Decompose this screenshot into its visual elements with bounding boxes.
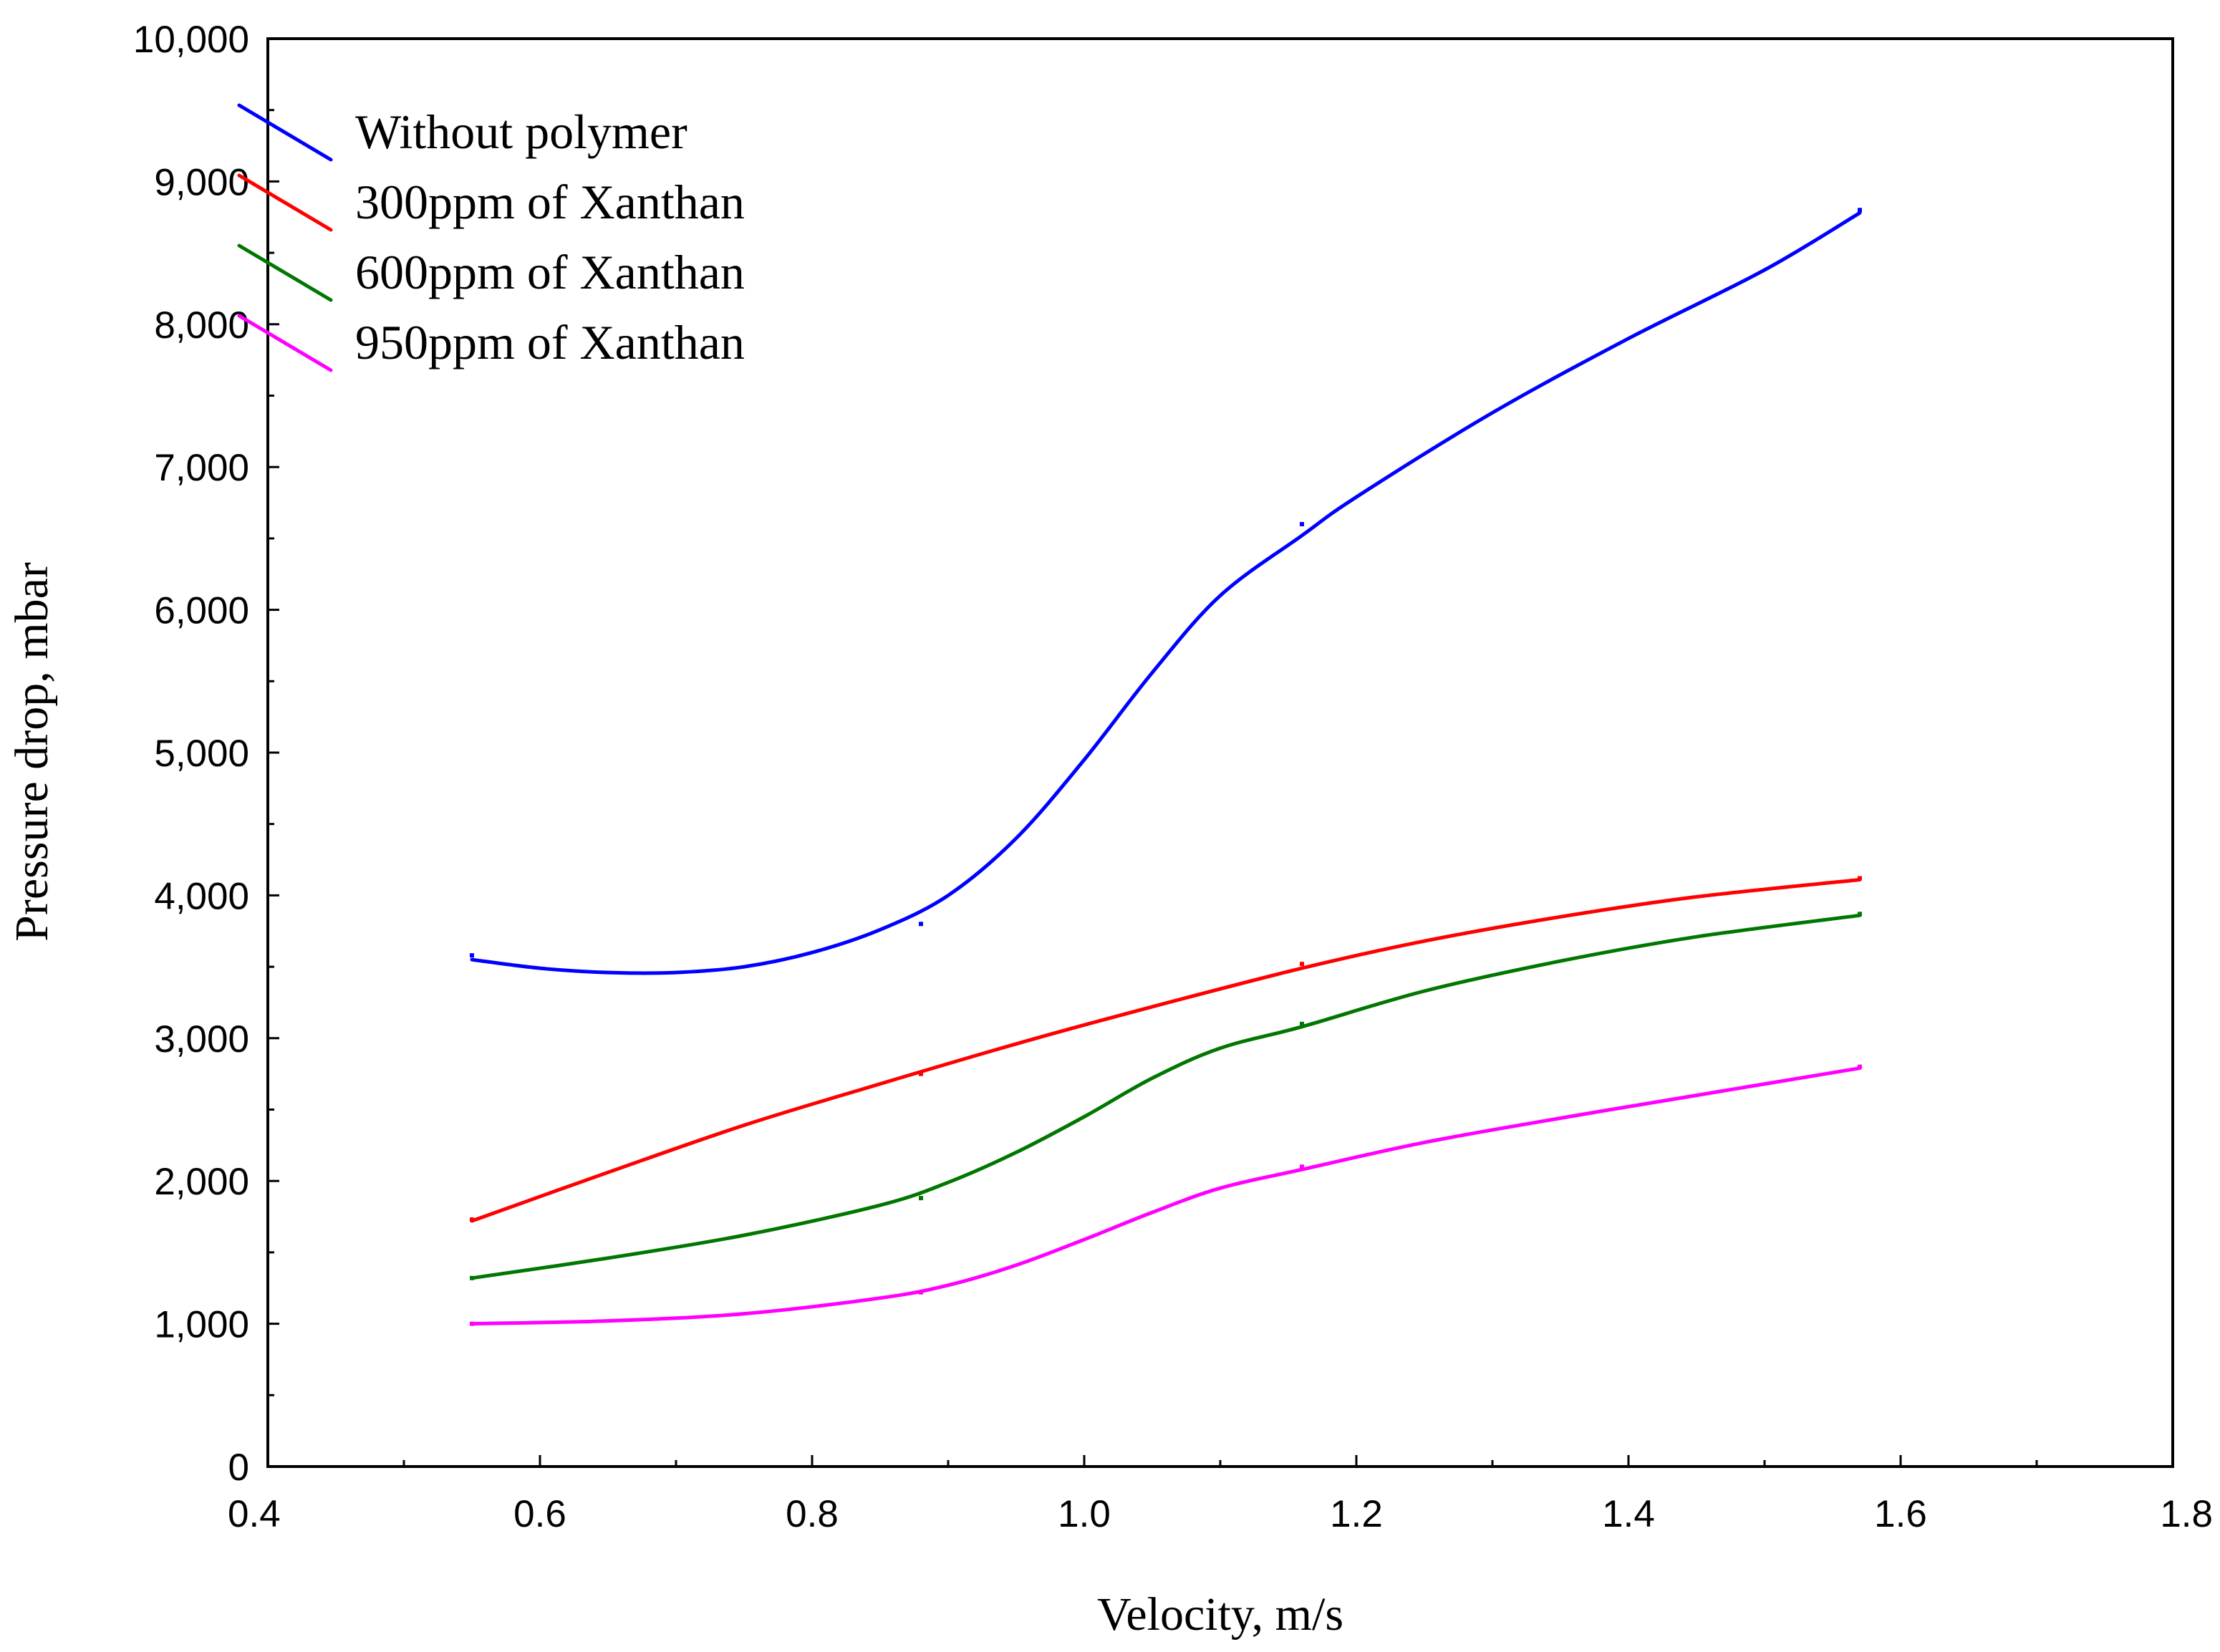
y-tick-label: 8,000 [154,304,249,347]
data-point [919,922,923,927]
legend-swatch [237,103,333,162]
data-point [1858,208,1862,213]
series-line-3 [470,913,1862,1280]
x-tick-label: 1.2 [1330,1493,1383,1535]
series-line-4 [470,1066,1862,1326]
x-axis-title: Velocity, m/s [1097,1588,1343,1641]
legend-label: 600ppm of Xanthan [355,245,745,299]
data-point [919,1071,923,1076]
y-tick-label: 10,000 [133,19,249,61]
y-tick-label: 3,000 [154,1018,249,1061]
x-tick-label: 1.4 [1602,1493,1655,1535]
legend-swatch [237,243,333,302]
data-point [470,1321,474,1326]
legend: Without polymer 300ppm of Xanthan 600ppm o… [237,103,745,372]
legend-swatch [237,314,333,372]
x-tick-label: 1.8 [2160,1493,2213,1535]
y-axis-ticks: 0 1,000 2,000 3,000 4,000 5,000 6,000 7,000 8,00… [133,19,279,1489]
legend-label: Without polymer [355,105,687,159]
y-axis-title: Pressure drop, mbar [6,562,58,942]
y-tick-label: 6,000 [154,590,249,632]
x-tick-label: 0.8 [786,1493,839,1535]
data-point [470,1275,474,1280]
data-point [1300,521,1304,526]
x-axis-ticks: 0.4 0.6 0.8 1.0 1.2 1.4 1.6 1.8 [228,1455,2213,1535]
plot-area-frame [266,37,2174,1468]
series-line-2 [470,878,1862,1223]
x-tick-label: 1.0 [1058,1493,1111,1535]
x-tick-label: 0.6 [513,1493,566,1535]
data-point [470,953,474,958]
y-tick-label: 2,000 [154,1161,249,1203]
y-tick-label: 0 [228,1446,249,1489]
data-point [1858,876,1862,881]
data-point [1300,962,1304,967]
series-layer [470,208,1862,1326]
x-tick-label: 0.4 [228,1493,281,1535]
legend-swatch [237,173,333,232]
y-tick-label: 5,000 [154,733,249,775]
y-tick-label: 1,000 [154,1304,249,1346]
data-point [919,1196,923,1201]
data-point [1300,1164,1304,1169]
y-tick-label: 9,000 [154,161,249,203]
legend-label: 950ppm of Xanthan [355,315,745,369]
data-point [1858,912,1862,917]
y-tick-label: 4,000 [154,875,249,917]
data-point [1858,1064,1862,1069]
data-point [470,1217,474,1222]
legend-label: 300ppm of Xanthan [355,175,745,229]
y-tick-label: 7,000 [154,447,249,489]
data-point [919,1290,923,1295]
data-point [1300,1021,1304,1026]
x-tick-label: 1.6 [1874,1493,1927,1535]
series-line-1 [470,211,1862,975]
